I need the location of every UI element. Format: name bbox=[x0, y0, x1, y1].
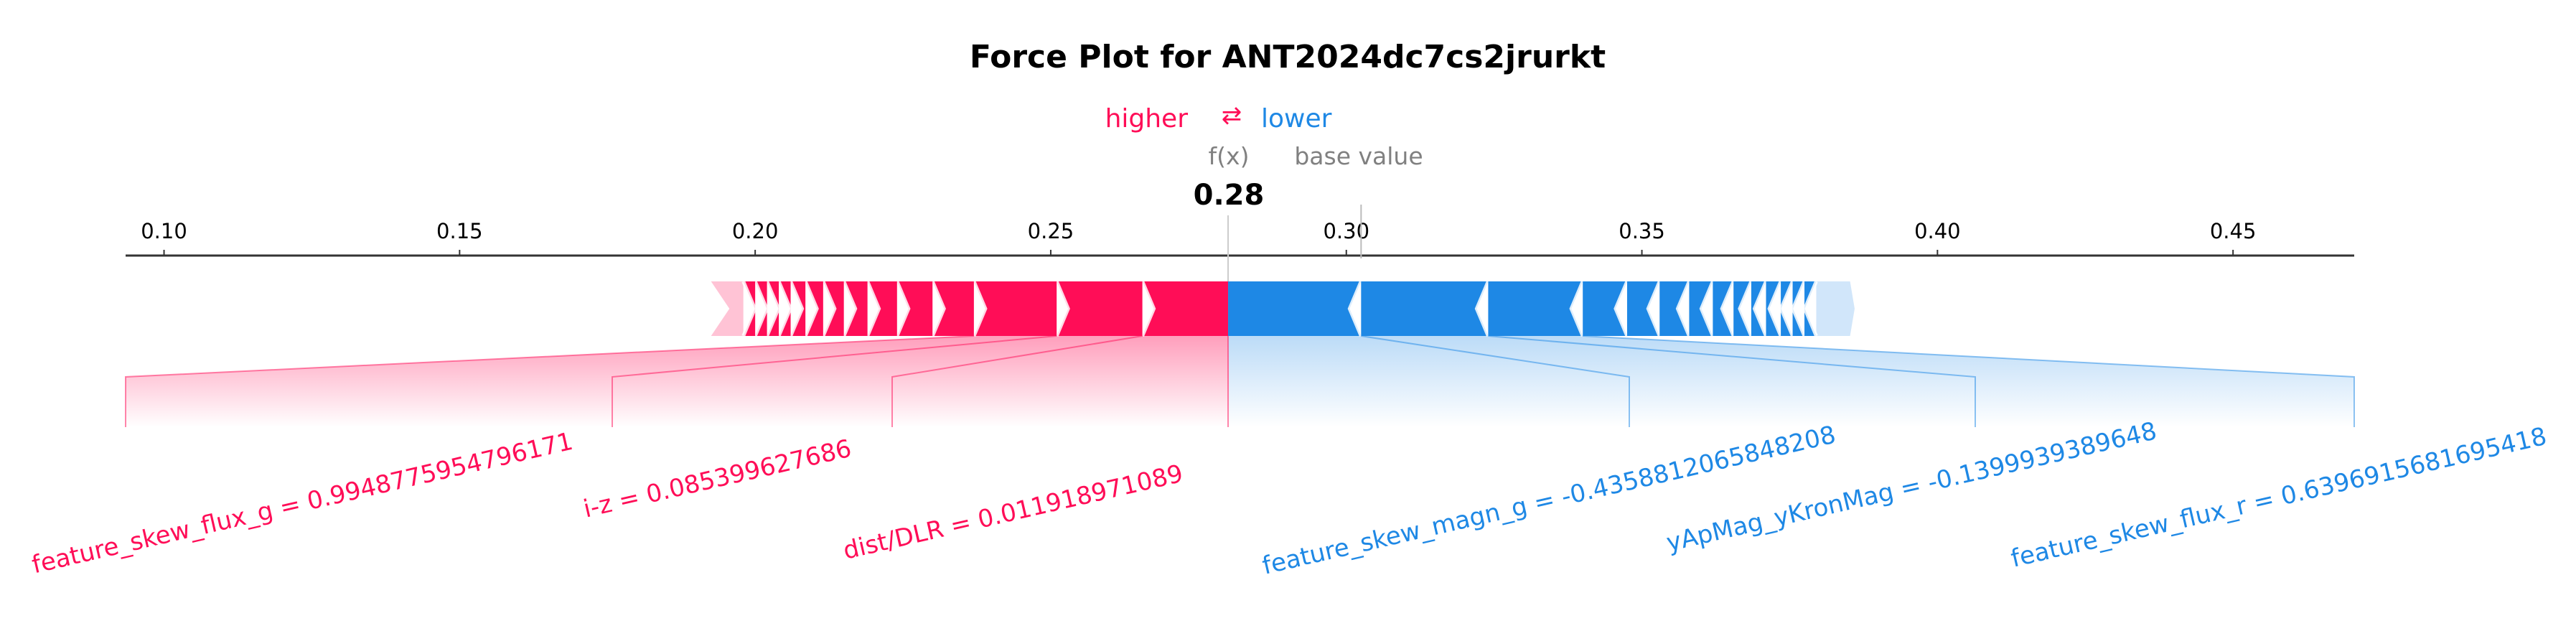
positive-bar-separator bbox=[789, 281, 805, 337]
negative-bar-separator bbox=[1699, 281, 1715, 337]
positive-force-bar bbox=[743, 281, 756, 336]
negative-bar-separator bbox=[1569, 281, 1585, 337]
negative-force-bar bbox=[1713, 281, 1734, 336]
positive-bar-separator bbox=[866, 281, 881, 337]
negative-connector-line bbox=[1583, 335, 2355, 427]
positive-bar-separator bbox=[842, 281, 858, 337]
negative-force-bar bbox=[1751, 281, 1766, 336]
positive-connector-shade bbox=[892, 336, 1229, 427]
negative-bar-separator bbox=[1347, 281, 1363, 337]
positive-connector-line bbox=[125, 335, 974, 427]
negative-connector-shade bbox=[1488, 336, 2354, 427]
negative-tail-bar bbox=[1816, 281, 1855, 336]
x-tick-label: 0.25 bbox=[1028, 219, 1074, 243]
positive-feature-label: dist/DLR = 0.011918971089 bbox=[840, 459, 1186, 566]
positive-bar-separator bbox=[803, 281, 819, 337]
output-value: 0.28 bbox=[1194, 179, 1265, 212]
negative-force-bar bbox=[1792, 281, 1805, 336]
x-tick-label: 0.30 bbox=[1323, 219, 1369, 243]
feature-connectors bbox=[125, 335, 2355, 427]
positive-bar-separator bbox=[895, 281, 911, 337]
positive-force-bar bbox=[896, 281, 933, 336]
positive-bar-separator bbox=[777, 281, 792, 337]
output-label: f(x) bbox=[1209, 142, 1250, 170]
positive-bar-separator bbox=[1054, 281, 1070, 337]
negative-bar-separator bbox=[1779, 281, 1794, 337]
positive-force-bar bbox=[1057, 281, 1143, 336]
chart-title: Force Plot for ANT2024dc7cs2jrurkt bbox=[970, 39, 1606, 75]
positive-feature-label: feature_skew_flux_g = 0.9948775954796171 bbox=[29, 427, 576, 580]
positive-feature-label: i-z = 0.085399627686 bbox=[581, 434, 854, 524]
positive-bar-separator bbox=[930, 281, 946, 337]
positive-force-bar bbox=[973, 281, 1057, 336]
positive-bar-separator bbox=[821, 281, 837, 337]
negative-bar-separator bbox=[1752, 281, 1768, 337]
x-tick-label: 0.40 bbox=[1914, 219, 1961, 243]
positive-force-bar bbox=[779, 281, 791, 336]
base-value-label: base value bbox=[1294, 142, 1423, 170]
force-bars bbox=[711, 281, 1855, 337]
negative-force-bar bbox=[1583, 281, 1627, 336]
positive-force-bar bbox=[1142, 281, 1229, 336]
negative-bar-separator bbox=[1474, 281, 1490, 337]
positive-force-bar bbox=[767, 281, 779, 336]
negative-force-bar bbox=[1781, 281, 1793, 336]
negative-force-bar bbox=[1488, 281, 1583, 336]
negative-bar-separator bbox=[1720, 281, 1736, 337]
positive-bar-separator bbox=[765, 281, 781, 337]
negative-connector-shade bbox=[1228, 336, 1629, 427]
x-tick-label: 0.20 bbox=[732, 219, 779, 243]
negative-feature-label: feature_skew_magn_g = -0.435881206584820… bbox=[1260, 421, 1838, 581]
positive-force-bar bbox=[932, 281, 974, 336]
positive-force-bar bbox=[805, 281, 823, 336]
negative-bar-separator bbox=[1791, 281, 1807, 337]
negative-connector-shade bbox=[1361, 336, 1975, 427]
positive-force-bar bbox=[755, 281, 767, 336]
negative-bar-separator bbox=[1613, 281, 1629, 337]
negative-force-bar bbox=[1733, 281, 1751, 336]
negative-bar-separator bbox=[1646, 281, 1662, 337]
positive-bar-separator bbox=[972, 281, 988, 337]
x-tick-label: 0.10 bbox=[141, 219, 187, 243]
legend-arrow-icon: ⇄ bbox=[1222, 101, 1242, 130]
positive-connector-shade bbox=[612, 336, 1143, 427]
negative-bar-separator bbox=[1738, 281, 1753, 337]
negative-bar-separator bbox=[1802, 281, 1818, 337]
negative-bar-separator bbox=[1767, 281, 1783, 337]
negative-force-bar bbox=[1228, 281, 1362, 336]
x-tick-label: 0.45 bbox=[2210, 219, 2257, 243]
x-tick-label: 0.35 bbox=[1619, 219, 1665, 243]
positive-bar-separator bbox=[741, 281, 757, 337]
negative-force-bar bbox=[1804, 281, 1817, 336]
positive-connector-shade bbox=[126, 336, 1057, 427]
negative-bar-separator bbox=[1675, 281, 1691, 337]
positive-bar-separator bbox=[753, 281, 769, 337]
positive-tail-bar bbox=[711, 281, 744, 336]
positive-force-bar bbox=[790, 281, 806, 336]
negative-force-bar bbox=[1766, 281, 1781, 336]
positive-force-bar bbox=[823, 281, 844, 336]
positive-bar-separator bbox=[1141, 281, 1156, 337]
legend-lower-label: lower bbox=[1261, 104, 1332, 134]
legend: higher ⇄ lower bbox=[1105, 101, 1332, 134]
legend-higher-label: higher bbox=[1105, 104, 1189, 134]
negative-force-bar bbox=[1626, 281, 1660, 336]
negative-force-bar bbox=[1361, 281, 1489, 336]
x-tick-label: 0.15 bbox=[436, 219, 483, 243]
x-axis: 0.10 0.15 0.20 0.25 0.30 0.35 0.40 0.45 bbox=[126, 205, 2354, 281]
